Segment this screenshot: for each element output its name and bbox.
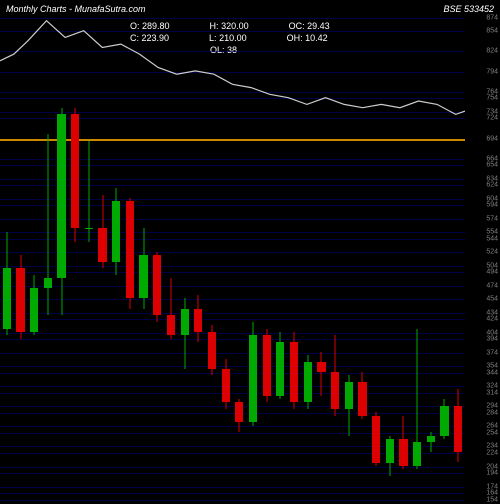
price-tick-label: 424: [468, 316, 498, 323]
price-tick-label: 824: [468, 48, 498, 55]
price-tick-label: 754: [468, 95, 498, 102]
ticker-code: BSE 533452: [443, 4, 494, 14]
price-tick-label: 694: [468, 135, 498, 142]
price-tick-label: 854: [468, 28, 498, 35]
price-tick-label: 544: [468, 235, 498, 242]
title-left: Monthly Charts - MunafaSutra.com: [6, 4, 443, 14]
price-tick-label: 574: [468, 215, 498, 222]
price-tick-label: 454: [468, 296, 498, 303]
price-tick-label: 284: [468, 409, 498, 416]
price-tick-label: 374: [468, 349, 498, 356]
price-tick-label: 624: [468, 182, 498, 189]
price-tick-label: 394: [468, 336, 498, 343]
price-tick-label: 494: [468, 269, 498, 276]
price-tick-label: 474: [468, 282, 498, 289]
price-tick-label: 254: [468, 430, 498, 437]
price-tick-label: 654: [468, 162, 498, 169]
price-tick-label: 344: [468, 369, 498, 376]
price-axis: 8748548247947647547347246946646546346246…: [465, 18, 500, 500]
price-tick-label: 524: [468, 249, 498, 256]
chart-area[interactable]: [0, 18, 465, 500]
price-tick-label: 724: [468, 115, 498, 122]
price-tick-label: 224: [468, 450, 498, 457]
price-tick-label: 594: [468, 202, 498, 209]
price-tick-label: 194: [468, 470, 498, 477]
indicator-line: [0, 18, 465, 500]
grid-line: [0, 500, 465, 501]
price-tick-label: 874: [468, 15, 498, 22]
chart-header: Monthly Charts - MunafaSutra.com BSE 533…: [0, 0, 500, 18]
price-tick-label: 794: [468, 68, 498, 75]
price-tick-label: 154: [468, 497, 498, 504]
price-tick-label: 314: [468, 389, 498, 396]
